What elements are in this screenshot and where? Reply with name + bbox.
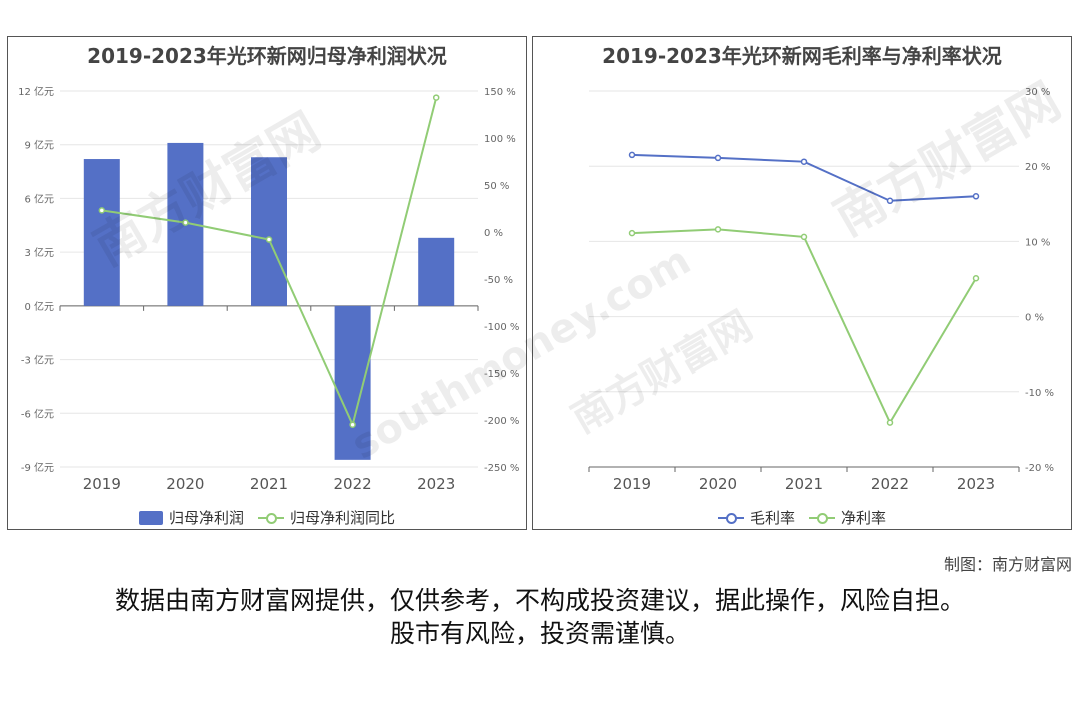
bar [418,237,455,306]
disclaimer-line-1: 数据由南方财富网提供，仅供参考，不构成投资建议，据此操作，风险自担。 [114,586,965,615]
y-left-tick-label: 3 亿元 [24,246,54,259]
x-tick-label: 2021 [785,475,823,493]
net-margin-point [628,229,636,237]
y-right-tick-label: 30 % [1025,87,1050,98]
yoy-point [182,219,189,226]
x-tick-label: 2019 [613,475,651,493]
y-right-tick-label: -50 % [484,275,513,286]
y-left-tick-label: 12 亿元 [18,85,54,98]
y-left-tick-label: -6 亿元 [21,407,54,420]
net-profit-chart-panel: 12 亿元 9 亿元 6 亿元 3 亿元 0 亿元 -3 亿元 -6 亿元 -9 亿元 150 … [7,36,527,530]
x-tick-label: 2019 [83,475,121,493]
x-tick-label: 2020 [166,475,204,493]
y-right-tick-label: 150 % [484,87,516,98]
y-left-tick-label: 9 亿元 [24,139,54,152]
legend-line-swatch [717,511,744,525]
yoy-point [432,94,440,101]
legend-line-swatch [809,511,835,525]
x-tick-label: 2022 [871,475,909,493]
margin-chart: 30 % 20 % 10 % 0 % -10 % -20 % 2019 2020 2021 202… [588,87,1054,493]
legend-item-gross-margin[interactable]: 毛利率 [717,507,795,528]
legend-bar-swatch [138,510,163,525]
y-right-tick-label: 0 % [1025,313,1044,324]
legend-line-swatch [258,511,284,525]
net-profit-legend[interactable]: 归母净利润 归母净利润同比 [8,507,526,528]
legend-label-gross-margin: 毛利率 [749,509,795,527]
y-left-tick-label: 6 亿元 [24,192,54,205]
y-right-tick-label: -150 % [484,369,519,380]
legend-item-net-profit-yoy[interactable]: 归母净利润同比 [258,507,395,528]
bar [83,159,120,306]
yoy-point [349,421,356,428]
x-tick-label: 2021 [250,475,288,493]
y-right-tick-label: 50 % [484,181,509,192]
legend-item-net-margin[interactable]: 净利率 [809,507,886,528]
net-margin-point [714,226,722,233]
x-tick-label: 2023 [417,475,455,493]
y-right-tick-label: -20 % [1025,463,1054,474]
legend-label-net-profit: 归母净利润 [168,509,244,527]
yoy-point [265,236,273,243]
margin-chart-panel: 30 % 20 % 10 % 0 % -10 % -20 % 2019 2020 2021 202… [532,36,1072,530]
chart-credit: 制图：南方财富网 [943,555,1072,574]
bar [334,305,371,460]
gross-margin-point [800,158,808,165]
y-left-tick-label: 0 亿元 [24,300,54,313]
gross-margin-point [972,193,980,200]
net-margin-point [886,419,894,426]
disclaimer-line-2: 股市有风险，投资需谨慎。 [389,619,690,648]
y-right-tick-label: -10 % [1025,388,1054,399]
net-margin-series-line [631,228,977,425]
net-margin-point [972,274,980,282]
legend-item-net-profit[interactable]: 归母净利润 [138,507,244,528]
y-right-tick-label: 100 % [484,134,516,145]
gross-margin-point [628,151,636,159]
y-right-tick-label: 10 % [1025,237,1050,248]
net-profit-chart: 12 亿元 9 亿元 6 亿元 3 亿元 0 亿元 -3 亿元 -6 亿元 -9 亿元 150 … [18,85,519,493]
y-right-tick-label: -250 % [484,463,519,474]
bar [251,157,287,306]
y-left-tick-label: -9 亿元 [21,461,54,474]
gross-margin-point [714,154,722,162]
net-profit-chart-title: 2019-2023年光环新网归母净利润状况 [87,44,447,68]
legend-label-net-profit-yoy: 归母净利润同比 [290,509,396,527]
x-tick-label: 2022 [334,475,372,493]
gross-margin-point [886,197,894,205]
margin-legend[interactable]: 毛利率 净利率 [533,507,1071,528]
y-right-tick-label: -200 % [484,416,519,427]
y-left-tick-label: -3 亿元 [21,354,54,367]
margin-chart-title: 2019-2023年光环新网毛利率与净利率状况 [602,44,1002,68]
y-right-tick-label: 0 % [484,228,503,239]
x-tick-label: 2020 [699,475,737,493]
yoy-point [98,207,106,214]
x-tick-label: 2023 [957,475,995,493]
net-margin-point [800,233,808,241]
y-right-tick-label: -100 % [484,322,519,333]
legend-label-net-margin: 净利率 [841,509,887,527]
y-right-tick-label: 20 % [1025,162,1050,173]
